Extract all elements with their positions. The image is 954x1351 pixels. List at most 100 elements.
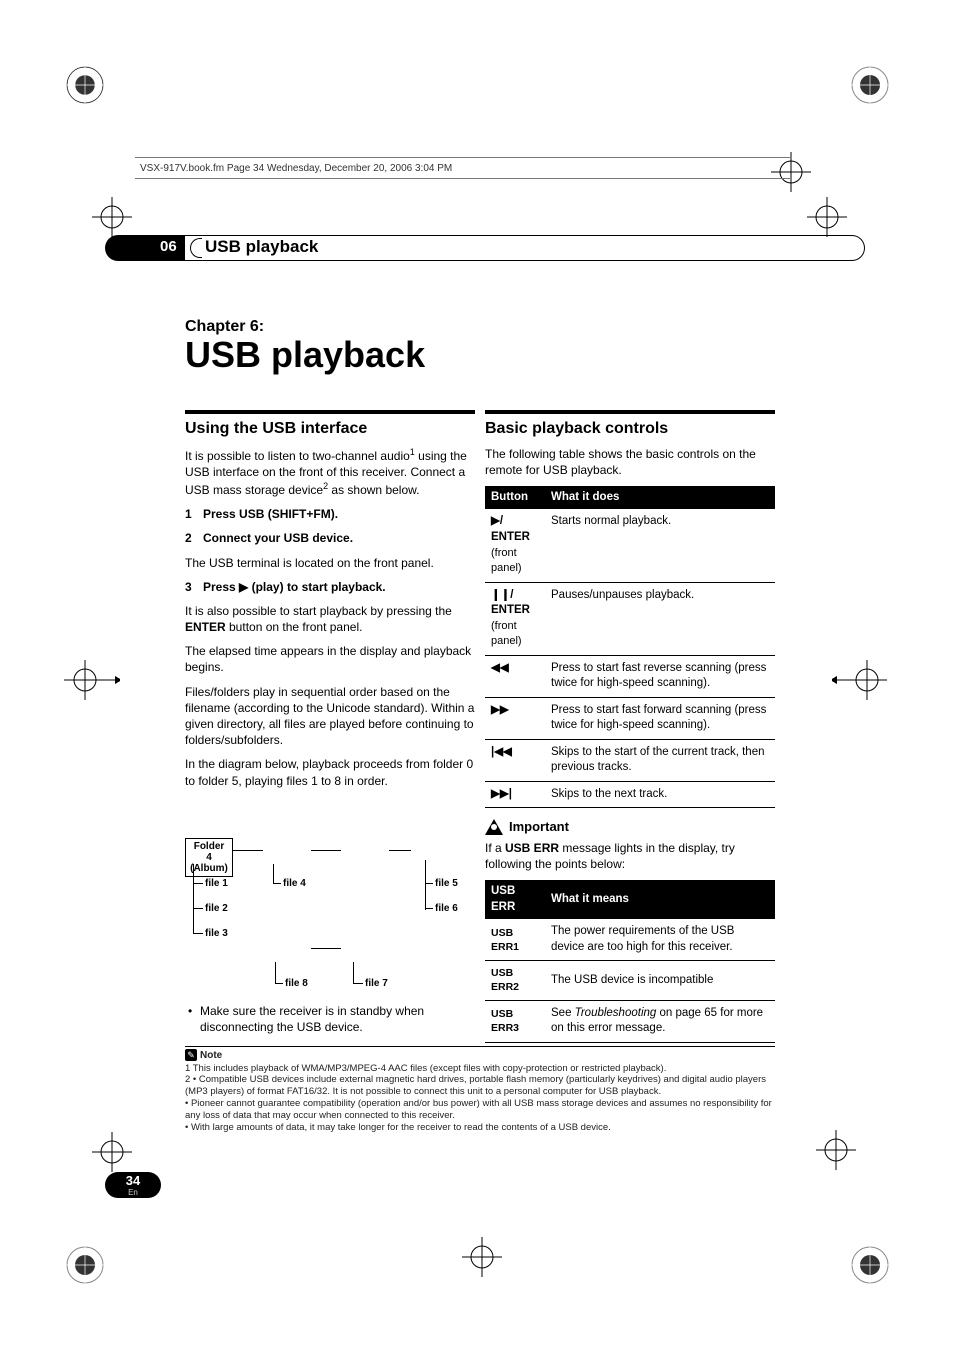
th-button: Button: [485, 486, 545, 510]
file-label: file 7: [365, 978, 388, 989]
footnote-line: 1 This includes playback of WMA/MP3/MPEG…: [185, 1063, 666, 1074]
crop-mark-tr: [815, 65, 895, 145]
table-row: ❙❙/ENTER(front panel) Pauses/unpauses pl…: [485, 582, 775, 655]
bullet-note: Make sure the receiver is in standby whe…: [200, 1003, 475, 1035]
th-err: USB ERR: [485, 880, 545, 919]
paragraph: In the diagram below, playback proceeds …: [185, 756, 475, 788]
paragraph: The following table shows the basic cont…: [485, 446, 775, 478]
register-mark: [832, 656, 892, 704]
file-label: file 5: [435, 878, 458, 889]
error-table: USB ERR What it means USB ERR1 The power…: [485, 880, 775, 1042]
table-row: USB ERR3 See Troubleshooting on page 65 …: [485, 1000, 775, 1042]
file-label: file 4: [283, 878, 306, 889]
left-column: Using the USB interface It is possible t…: [185, 410, 475, 797]
crop-mark-tl: [65, 65, 145, 145]
err-desc: The USB device is incompatible: [545, 961, 775, 1000]
action-cell: Skips to the next track.: [545, 781, 775, 808]
register-mark: [90, 195, 134, 239]
step-3: 3Press ▶ (play) to start playback.: [185, 579, 475, 595]
folder-diagram: Folder 0(Root) Folder 1(Artisit) Folder …: [185, 838, 475, 996]
paragraph: If a USB ERR message lights in the displ…: [485, 840, 775, 872]
register-mark: [805, 195, 849, 239]
crop-mark-bl: [60, 1210, 150, 1300]
text: button on the front panel.: [226, 620, 363, 634]
page-number-badge: 34 En: [105, 1172, 161, 1198]
th-action: What it does: [545, 486, 775, 510]
footnote-block: ✎Note 1 This includes playback of WMA/MP…: [185, 1046, 775, 1134]
action-cell: Press to start fast forward scanning (pr…: [545, 697, 775, 739]
err-desc: The power requirements of the USB device…: [545, 919, 775, 961]
table-row: |◀◀ Skips to the start of the current tr…: [485, 739, 775, 781]
err-code: USB ERR1: [485, 919, 545, 961]
button-cell: ▶/ENTER(front panel): [485, 509, 545, 582]
button-cell: ◀◀: [485, 655, 545, 697]
table-header-row: USB ERR What it means: [485, 880, 775, 919]
button-cell: ❙❙/ENTER(front panel): [485, 582, 545, 655]
th-meaning: What it means: [545, 880, 775, 919]
chapter-bar-title: USB playback: [205, 237, 318, 257]
folder-sub: (Album): [190, 863, 228, 874]
paragraph: The elapsed time appears in the display …: [185, 643, 475, 675]
chapter-number: 06: [160, 238, 177, 255]
crop-mark-br: [812, 1210, 902, 1300]
step-text: Press: [203, 580, 239, 594]
register-mark: [90, 1130, 134, 1174]
file-label: file 2: [205, 903, 228, 914]
err-code: USB ERR2: [485, 961, 545, 1000]
text: as shown below.: [328, 483, 419, 497]
footnote-line: 2 • Compatible USB devices include exter…: [185, 1074, 766, 1097]
chapter-heading: Chapter 6: USB playback: [185, 318, 425, 374]
register-mark: [60, 656, 120, 704]
file-label: file 3: [205, 928, 228, 939]
controls-table: Button What it does ▶/ENTER(front panel)…: [485, 486, 775, 808]
step-2: 2Connect your USB device.: [185, 530, 475, 546]
step-text: Connect your USB device.: [203, 531, 353, 545]
file-label: file 8: [285, 978, 308, 989]
section-heading: Using the USB interface: [185, 410, 475, 440]
err-desc: See Troubleshooting on page 65 for more …: [545, 1000, 775, 1042]
text: It is possible to listen to two-channel …: [185, 449, 410, 463]
section-heading: Basic playback controls: [485, 410, 775, 440]
button-cell: ▶▶|: [485, 781, 545, 808]
table-row: ▶/ENTER(front panel) Starts normal playb…: [485, 509, 775, 582]
text: It is also possible to start playback by…: [185, 604, 452, 618]
paragraph: It is possible to listen to two-channel …: [185, 446, 475, 499]
button-cell: ▶▶: [485, 697, 545, 739]
footnote-line: • Pioneer cannot guarantee compatibility…: [185, 1098, 772, 1121]
paragraph: It is also possible to start playback by…: [185, 603, 475, 635]
step-text: (play) to start playback.: [248, 580, 385, 594]
page-lang: En: [105, 1190, 161, 1196]
footnote-line: • With large amounts of data, it may tak…: [185, 1122, 611, 1133]
table-row: ▶▶| Skips to the next track.: [485, 781, 775, 808]
table-row: ▶▶ Press to start fast forward scanning …: [485, 697, 775, 739]
action-cell: Pauses/unpauses playback.: [545, 582, 775, 655]
important-label: Important: [509, 818, 569, 836]
header-rule: [135, 178, 790, 179]
chapter-bar: 06 USB playback: [105, 235, 765, 261]
header-rule: [135, 157, 790, 158]
important-callout: Important: [485, 818, 775, 836]
folder-label: Folder 4: [194, 841, 225, 863]
table-header-row: Button What it does: [485, 486, 775, 510]
table-row: ◀◀ Press to start fast reverse scanning …: [485, 655, 775, 697]
header-filename: VSX-917V.book.fm Page 34 Wednesday, Dece…: [140, 163, 452, 174]
right-column: Basic playback controls The following ta…: [485, 410, 775, 1043]
register-mark: [814, 1128, 858, 1172]
note-icon: ✎: [185, 1049, 197, 1061]
action-cell: Press to start fast reverse scanning (pr…: [545, 655, 775, 697]
register-mark: [460, 1235, 504, 1279]
paragraph: Files/folders play in sequential order b…: [185, 684, 475, 749]
table-row: USB ERR2 The USB device is incompatible: [485, 961, 775, 1000]
note-heading: Note: [200, 1050, 222, 1061]
file-label: file 1: [205, 878, 228, 889]
button-cell: |◀◀: [485, 739, 545, 781]
text-bold: ENTER: [185, 620, 226, 634]
warning-icon: [485, 819, 503, 835]
err-code: USB ERR3: [485, 1000, 545, 1042]
paragraph: The USB terminal is located on the front…: [185, 555, 475, 571]
action-cell: Skips to the start of the current track,…: [545, 739, 775, 781]
table-row: USB ERR1 The power requirements of the U…: [485, 919, 775, 961]
file-label: file 6: [435, 903, 458, 914]
step-1: 1Press USB (SHIFT+FM).: [185, 506, 475, 522]
action-cell: Starts normal playback.: [545, 509, 775, 582]
